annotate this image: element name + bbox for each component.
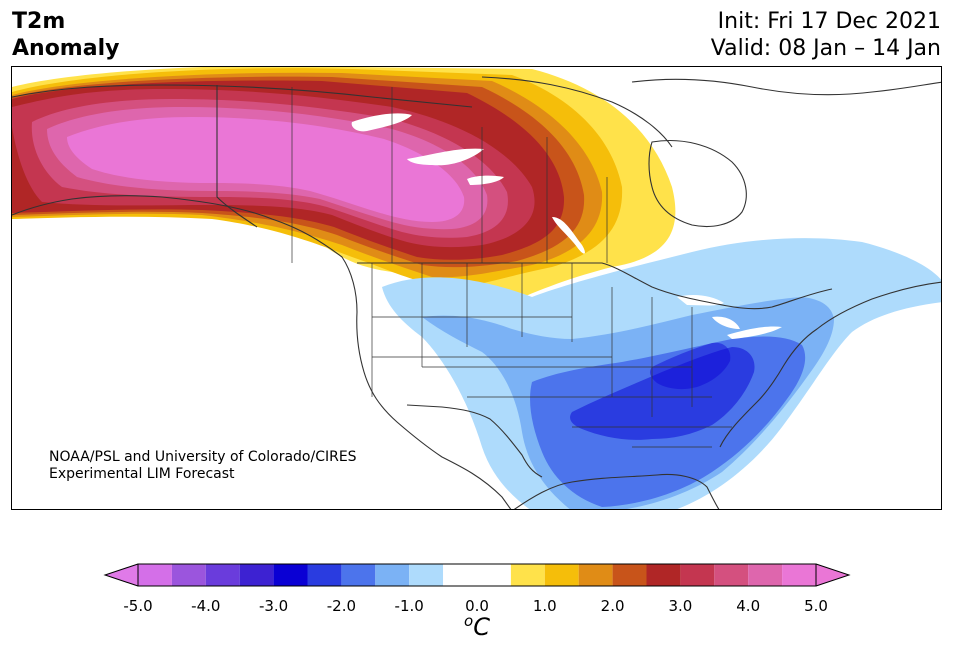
lake-winnipeg-icon — [552, 217, 585, 254]
colorbar-tick-label: 1.0 — [532, 597, 557, 615]
colorbar-cell — [341, 564, 376, 586]
title-field: Anomaly — [12, 36, 120, 61]
colorbar-tick-label: 0.0 — [465, 597, 489, 615]
forecast-dates: Init: Fri 17 Dec 2021 Valid: 08 Jan – 14… — [711, 8, 941, 62]
warm-contour-4.5 — [67, 117, 465, 222]
great-bear-lake-icon — [407, 148, 484, 166]
alaska-canada-border — [216, 85, 258, 228]
colorbar-tick-label: 3.0 — [668, 597, 693, 615]
gulf-atlantic-coastline — [513, 281, 941, 509]
colorbar-cell — [578, 564, 613, 586]
colorbar-over-arrow — [816, 564, 849, 586]
colorbar-cell — [443, 564, 511, 586]
lakes — [351, 113, 782, 339]
colorbar-tick-label: 2.0 — [600, 597, 625, 615]
colorbar-tick-label: -5.0 — [123, 597, 153, 615]
us-mexico-border — [406, 404, 543, 478]
colorbar-cell — [646, 564, 681, 586]
colorbar-unit: oC — [464, 612, 490, 641]
credit-text: NOAA/PSL and University of Colorado/CIRE… — [49, 449, 357, 483]
colorbar-cell — [375, 564, 410, 586]
cold-contour-minus-2.5 — [649, 342, 731, 390]
lake-athabasca-icon — [467, 175, 504, 185]
warm-anomaly-shading — [12, 67, 676, 307]
cold-contour-minus-2.0 — [570, 347, 755, 440]
colorbar-cell — [205, 564, 240, 586]
colorbar-cell — [409, 564, 444, 586]
unit-degree-sign: o — [464, 612, 474, 630]
colorbar-cell — [680, 564, 715, 586]
colorbar-cell — [239, 564, 274, 586]
map-canvas — [12, 67, 941, 509]
colorbar-cell — [273, 564, 308, 586]
title-variable: T2m — [12, 9, 66, 34]
pacific-coastline — [12, 195, 512, 509]
great-slave-lake-icon — [351, 113, 412, 132]
hudson-bay-coastline — [648, 139, 747, 228]
colorbar-tick-label: -3.0 — [258, 597, 289, 615]
colorbar-tick-label: 5.0 — [804, 597, 828, 615]
colorbar-cell — [171, 564, 206, 586]
colorbar-outline — [137, 563, 817, 587]
colorbar-arrow-outline — [103, 563, 851, 587]
colorbar — [103, 563, 851, 587]
unit-letter: C — [473, 613, 490, 641]
colorbar-cell — [138, 564, 172, 586]
valid-range: Valid: 08 Jan – 14 Jan — [710, 36, 941, 61]
colorbar-tick-label: 4.0 — [736, 597, 761, 615]
colorbar-cell — [714, 564, 749, 586]
colorbar-cell — [612, 564, 647, 586]
colorbar-cell — [510, 564, 545, 586]
colorbar-cell — [782, 564, 816, 586]
colorbar-under-arrow — [105, 564, 138, 586]
colorbar-cell — [748, 564, 783, 586]
map-title: T2m Anomaly — [12, 8, 119, 62]
credit-line-1: NOAA/PSL and University of Colorado/CIRE… — [49, 449, 357, 465]
colorbar-cells — [138, 564, 816, 586]
us-canada-border — [357, 262, 833, 310]
anomaly-map — [11, 66, 942, 510]
colorbar-tick-label: -1.0 — [394, 597, 424, 615]
credit-line-2: Experimental LIM Forecast — [49, 466, 235, 482]
boundaries — [12, 76, 941, 509]
init-date: Init: Fri 17 Dec 2021 — [717, 9, 941, 34]
state-lines — [371, 263, 732, 448]
arctic-coastline — [12, 76, 941, 148]
colorbar-cell — [544, 564, 579, 586]
great-lakes-icon — [677, 295, 782, 339]
colorbar-cell — [307, 564, 342, 586]
colorbar-tick-label: -2.0 — [326, 597, 357, 615]
canada-province-lines — [291, 87, 608, 263]
colorbar-tick-label: -4.0 — [191, 597, 221, 615]
